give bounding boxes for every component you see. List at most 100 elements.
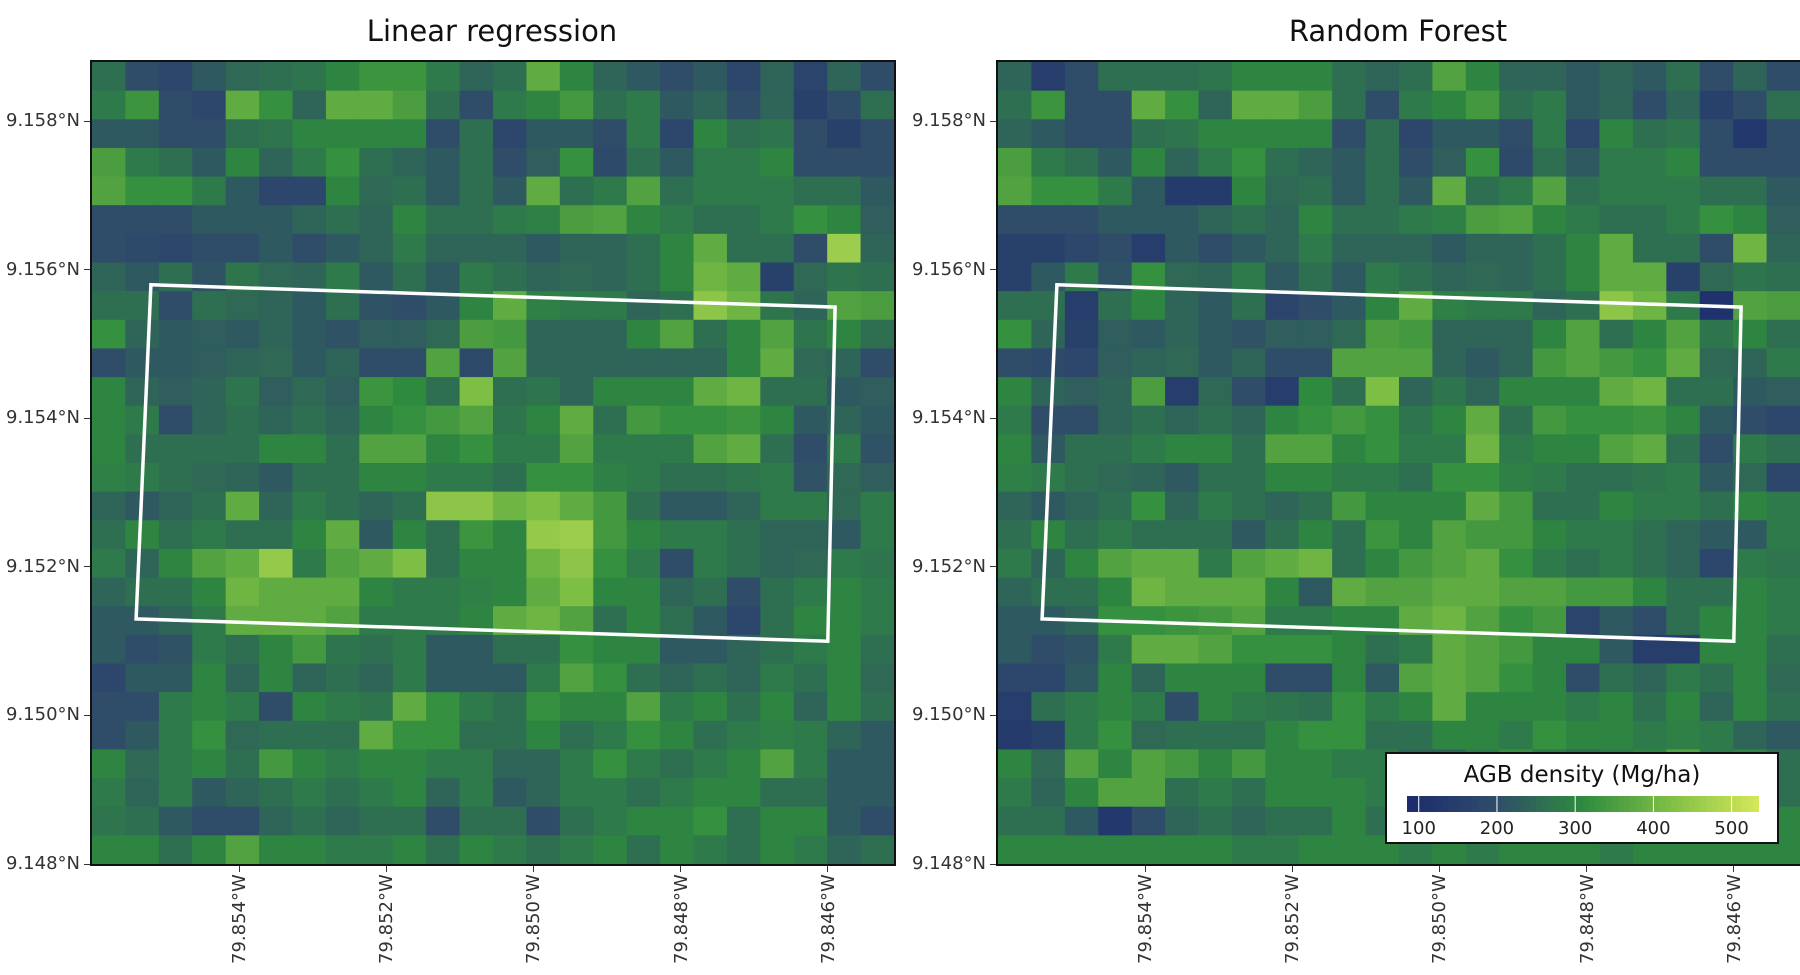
heatmap-cell xyxy=(225,520,260,550)
heatmap-cell xyxy=(1265,778,1300,808)
heatmap-cell xyxy=(660,62,695,92)
heatmap-cell xyxy=(1666,491,1701,521)
heatmap-cell xyxy=(325,749,360,779)
heatmap-cell xyxy=(1198,377,1233,407)
heatmap-cell xyxy=(1399,463,1434,493)
heatmap-cell xyxy=(125,90,160,120)
heatmap-cell xyxy=(726,90,761,120)
heatmap-cell xyxy=(192,205,227,235)
heatmap-cell xyxy=(125,62,160,92)
heatmap-cell xyxy=(793,749,828,779)
heatmap-cell xyxy=(1064,434,1099,464)
heatmap-cell xyxy=(359,548,394,579)
heatmap-cell xyxy=(1365,377,1400,407)
heatmap-cell xyxy=(1031,176,1066,206)
heatmap-cell xyxy=(192,176,227,206)
heatmap-cell xyxy=(1165,692,1200,722)
legend-color-step xyxy=(1536,796,1543,812)
heatmap-cell xyxy=(359,491,394,521)
heatmap-cell xyxy=(325,119,360,149)
heatmap-cell xyxy=(1632,606,1667,636)
heatmap-cell xyxy=(1465,262,1500,292)
heatmap-cell xyxy=(426,606,461,636)
legend-color-step xyxy=(1717,796,1725,812)
heatmap-cell xyxy=(1165,205,1200,235)
heatmap-cell xyxy=(793,119,828,149)
heatmap-cell xyxy=(827,548,862,579)
heatmap-cell xyxy=(325,291,360,321)
heatmap-cell xyxy=(192,663,227,693)
heatmap-cell xyxy=(493,835,528,864)
heatmap-cell xyxy=(1499,348,1534,378)
heatmap-cell xyxy=(459,233,494,264)
heatmap-cell xyxy=(760,520,795,550)
heatmap-cell xyxy=(158,463,193,493)
heatmap-cell xyxy=(793,606,828,636)
heatmap-cell xyxy=(860,348,894,378)
heatmap-cell xyxy=(1599,663,1634,693)
heatmap-cell xyxy=(1064,806,1099,836)
legend-color-step xyxy=(1618,796,1625,812)
heatmap-cell xyxy=(1265,835,1300,864)
heatmap-cell xyxy=(1532,692,1567,722)
heatmap-cell xyxy=(225,434,260,464)
heatmap-cell xyxy=(1231,319,1266,350)
heatmap-cell xyxy=(1699,233,1734,264)
heatmap-cell xyxy=(1666,348,1701,378)
x-tick xyxy=(1144,866,1146,872)
heatmap-cell xyxy=(1599,548,1634,579)
heatmap-cell xyxy=(760,119,795,149)
heatmap-cell xyxy=(158,119,193,149)
heatmap-cell xyxy=(726,176,761,206)
heatmap-cell xyxy=(559,205,594,235)
heatmap-cell xyxy=(125,319,160,350)
heatmap-cell xyxy=(1632,548,1667,579)
heatmap-cell xyxy=(526,663,561,693)
heatmap-cell xyxy=(1298,749,1333,779)
heatmap-cell xyxy=(1399,577,1434,607)
heatmap-cell xyxy=(526,405,561,435)
heatmap-cell xyxy=(1465,348,1500,378)
x-tick xyxy=(1733,866,1735,872)
heatmap-linear-regression xyxy=(92,62,894,864)
heatmap-cell xyxy=(259,634,294,665)
heatmap-cell xyxy=(1365,348,1400,378)
y-tick-label: 9.158°N xyxy=(912,110,986,132)
heatmap-cell xyxy=(593,778,628,808)
heatmap-cell xyxy=(1666,520,1701,550)
heatmap-cell xyxy=(92,434,127,464)
heatmap-cell xyxy=(1298,520,1333,550)
heatmap-cell xyxy=(259,233,294,264)
heatmap-cell xyxy=(1599,405,1634,435)
heatmap-cell xyxy=(1298,463,1333,493)
heatmap-cell xyxy=(92,405,127,435)
heatmap-cell xyxy=(760,147,795,178)
heatmap-cell xyxy=(1432,262,1467,292)
heatmap-cell xyxy=(1733,720,1768,751)
heatmap-cell xyxy=(626,835,661,864)
heatmap-cell xyxy=(559,147,594,178)
y-tick xyxy=(84,269,90,271)
heatmap-cell xyxy=(660,749,695,779)
heatmap-cell xyxy=(1064,348,1099,378)
heatmap-cell xyxy=(1566,692,1601,722)
heatmap-cell xyxy=(526,205,561,235)
heatmap-cell xyxy=(392,147,427,178)
heatmap-cell xyxy=(158,62,193,92)
heatmap-cell xyxy=(593,434,628,464)
heatmap-cell xyxy=(1231,405,1266,435)
heatmap-cell xyxy=(1298,491,1333,521)
legend-color-step xyxy=(1653,796,1660,812)
heatmap-cell xyxy=(292,405,327,435)
heatmap-cell xyxy=(1399,720,1434,751)
heatmap-cell xyxy=(1499,377,1534,407)
heatmap-cell xyxy=(92,463,127,493)
heatmap-cell xyxy=(726,147,761,178)
heatmap-cell xyxy=(1231,176,1266,206)
heatmap-cell xyxy=(1298,606,1333,636)
heatmap-cell xyxy=(1699,520,1734,550)
heatmap-cell xyxy=(760,548,795,579)
heatmap-cell xyxy=(359,463,394,493)
heatmap-cell xyxy=(1131,692,1166,722)
heatmap-cell xyxy=(1098,119,1133,149)
